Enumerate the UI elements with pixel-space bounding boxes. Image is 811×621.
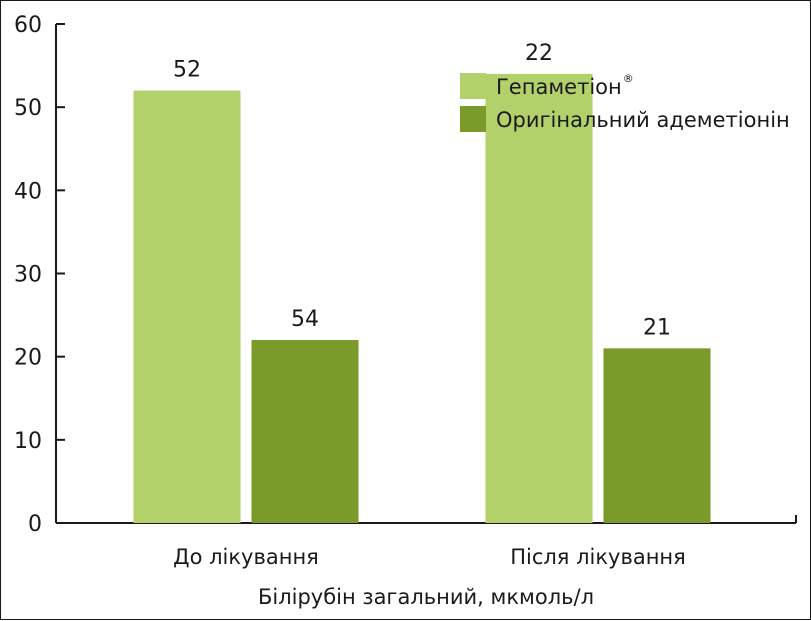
y-tick-label: 30 <box>14 263 42 288</box>
y-tick-label: 50 <box>14 96 42 121</box>
data-label: 52 <box>173 58 201 83</box>
data-labels: 52 54 22 21 <box>173 41 671 340</box>
legend: Гепаметіон ® Оригінальний адеметіонін <box>460 72 790 132</box>
y-tick-label: 0 <box>28 512 42 537</box>
y-tick-label: 20 <box>14 346 42 371</box>
bar-original-ademetionine <box>251 340 359 523</box>
bars <box>133 73 711 524</box>
x-category-label: До лікування <box>173 545 319 569</box>
registered-mark: ® <box>623 72 634 85</box>
y-tick-label: 10 <box>14 429 42 454</box>
data-label: 21 <box>643 315 671 340</box>
legend-label: Оригінальний адеметіонін <box>496 108 790 132</box>
y-tick-label: 40 <box>14 179 42 204</box>
bar-hepametion <box>133 90 241 524</box>
y-tick-label: 60 <box>14 13 42 38</box>
bar-original-ademetionine <box>603 348 711 523</box>
x-axis-title: Білірубін загальний, мкмоль/л <box>258 585 594 609</box>
x-category-label: Після лікування <box>510 545 686 569</box>
legend-swatch <box>460 73 486 99</box>
legend-label: Гепаметіон <box>496 75 622 99</box>
bar-hepametion <box>485 73 593 524</box>
legend-swatch <box>460 106 486 132</box>
axes: 0 10 20 30 40 50 60 До лікування Після лікування <box>14 13 797 569</box>
data-label: 54 <box>291 307 319 332</box>
data-label: 22 <box>525 41 553 66</box>
